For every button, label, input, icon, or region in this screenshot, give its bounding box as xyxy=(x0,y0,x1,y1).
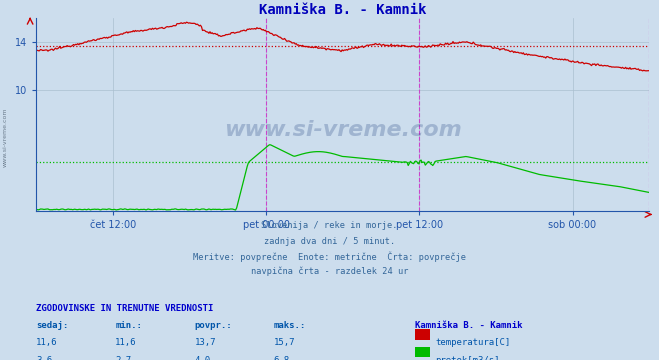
Text: temperatura[C]: temperatura[C] xyxy=(435,338,510,347)
Text: maks.:: maks.: xyxy=(273,321,306,330)
Title: Kamniška B. - Kamnik: Kamniška B. - Kamnik xyxy=(259,3,426,17)
Text: Slovenija / reke in morje.: Slovenija / reke in morje. xyxy=(261,221,398,230)
Text: ZGODOVINSKE IN TRENUTNE VREDNOSTI: ZGODOVINSKE IN TRENUTNE VREDNOSTI xyxy=(36,304,214,313)
Text: 13,7: 13,7 xyxy=(194,338,216,347)
Text: 6,8: 6,8 xyxy=(273,356,289,360)
Text: povpr.:: povpr.: xyxy=(194,321,232,330)
Text: 15,7: 15,7 xyxy=(273,338,295,347)
Text: www.si-vreme.com: www.si-vreme.com xyxy=(3,107,8,167)
Text: 2,7: 2,7 xyxy=(115,356,131,360)
Text: sedaj:: sedaj: xyxy=(36,321,69,330)
Text: 3,6: 3,6 xyxy=(36,356,52,360)
Text: Kamniška B. - Kamnik: Kamniška B. - Kamnik xyxy=(415,321,523,330)
Text: Meritve: povprečne  Enote: metrične  Črta: povprečje: Meritve: povprečne Enote: metrične Črta:… xyxy=(193,252,466,262)
Text: pretok[m3/s]: pretok[m3/s] xyxy=(435,356,500,360)
Text: 11,6: 11,6 xyxy=(115,338,137,347)
Text: 11,6: 11,6 xyxy=(36,338,58,347)
Text: 4,0: 4,0 xyxy=(194,356,210,360)
Text: navpična črta - razdelek 24 ur: navpična črta - razdelek 24 ur xyxy=(251,267,408,276)
Text: www.si-vreme.com: www.si-vreme.com xyxy=(224,120,461,140)
Text: zadnja dva dni / 5 minut.: zadnja dva dni / 5 minut. xyxy=(264,237,395,246)
Text: min.:: min.: xyxy=(115,321,142,330)
